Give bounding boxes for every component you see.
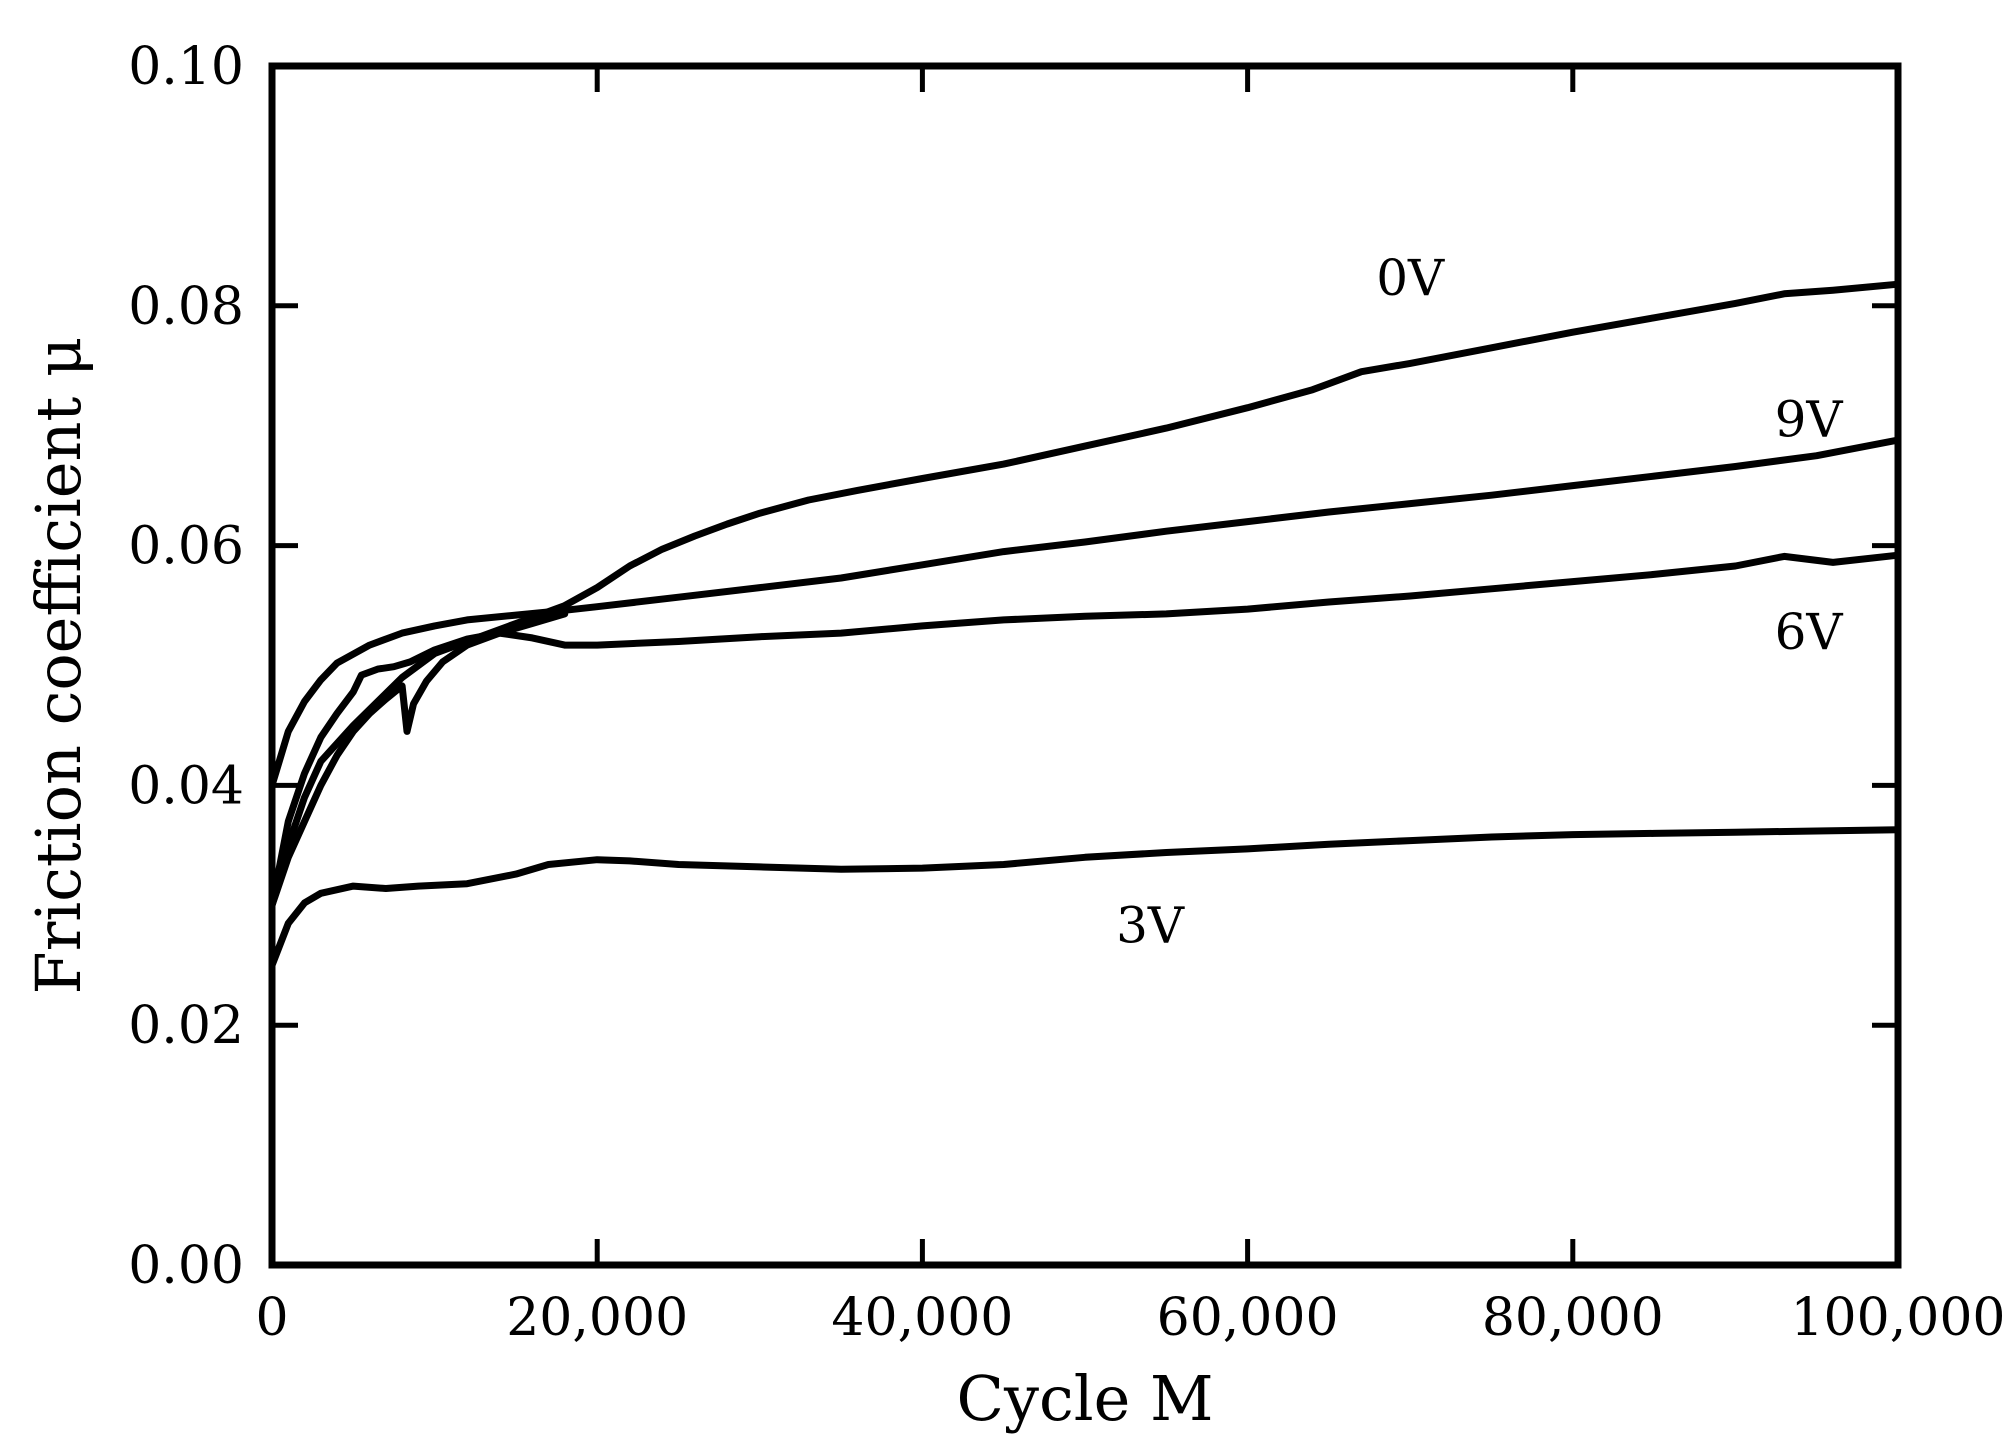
y-axis-title: Friction coefficient μ	[22, 337, 95, 995]
plot-frame	[268, 62, 1902, 1269]
y-tick-label: 0.00	[128, 1236, 244, 1296]
series-labels: 0V 9V 6V 3V	[1116, 249, 1843, 954]
x-tick-label: 100,000	[1790, 1288, 2005, 1348]
x-tick-label: 40,000	[831, 1288, 1013, 1348]
x-tick-label: 60,000	[1157, 1288, 1339, 1348]
series-label-0v: 0V	[1376, 249, 1445, 307]
x-tick-label: 80,000	[1482, 1288, 1664, 1348]
series-label-3v: 3V	[1116, 897, 1185, 955]
series-line-0v	[268, 280, 1902, 909]
series-line-9v	[268, 436, 1902, 789]
y-tick-label: 0.10	[128, 37, 244, 97]
x-axis-ticks: 0 20,000 40,000 60,000 80,000 100,000	[255, 66, 2006, 1348]
y-tick-label: 0.06	[128, 517, 244, 577]
y-tick-label: 0.02	[128, 996, 244, 1056]
x-tick-label: 20,000	[506, 1288, 688, 1348]
series-line-5th-curve-unlabeled	[268, 610, 569, 909]
x-tick-label: 0	[255, 1288, 288, 1348]
series-label-9v: 9V	[1775, 391, 1844, 449]
series-lines	[268, 280, 1902, 969]
y-tick-label: 0.04	[128, 756, 244, 816]
x-axis-title: Cycle M	[957, 1362, 1214, 1435]
y-tick-label: 0.08	[128, 277, 244, 337]
series-line-3v	[268, 826, 1902, 969]
series-label-6v: 6V	[1775, 603, 1844, 661]
y-axis-ticks: 0.00 0.02 0.04 0.06 0.08 0.10	[128, 37, 1898, 1296]
series-line-6v	[268, 551, 1902, 909]
